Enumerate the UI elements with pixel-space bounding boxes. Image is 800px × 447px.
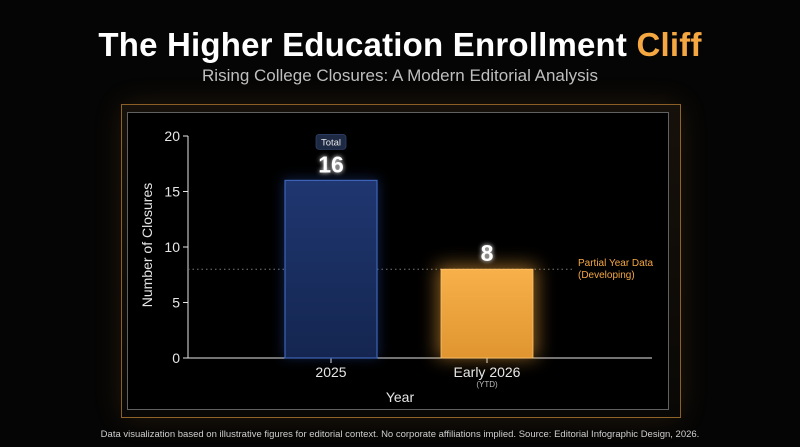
bar-2025 — [284, 179, 378, 359]
page-subtitle: Rising College Closures: A Modern Editor… — [202, 66, 598, 85]
x-tick-sublabel: (YTD) — [476, 380, 498, 389]
x-axis-title: Year — [386, 389, 415, 405]
page-title: The Higher Education Enrollment Cliff — [0, 26, 800, 64]
bar-early-2026 — [440, 268, 534, 359]
x-tick-label: 2025 — [315, 364, 346, 380]
chart-frame-inner — [127, 112, 669, 410]
data-label-early-2026: 8 — [481, 240, 494, 266]
labels-layer: Partial Year Data(Developing) 2025 16 Total… — [315, 133, 653, 389]
reference-label-line2: (Developing) — [578, 270, 635, 281]
total-badge — [315, 133, 347, 150]
bars-layer — [284, 179, 534, 359]
title-main: The Higher Education Enrollment — [98, 26, 628, 63]
x-tick-label: Early 2026 — [454, 364, 521, 380]
y-tick-label: 20 — [164, 128, 180, 144]
title-accent: Cliff — [636, 26, 702, 63]
data-label-2025: 16 — [318, 151, 344, 177]
y-tick-label: 0 — [172, 350, 180, 366]
reference-label-line1: Partial Year Data — [578, 258, 653, 269]
total-badge-label: Total — [321, 137, 341, 148]
y-tick-label: 5 — [172, 295, 180, 311]
y-axis-title: Number of Closures — [139, 183, 155, 308]
footnote: Data visualization based on illustrative… — [100, 429, 700, 440]
axes-layer: 0 5 10 15 20 Year Number of Closures — [139, 128, 652, 405]
y-tick-label: 15 — [164, 184, 180, 200]
y-tick-label: 10 — [164, 239, 180, 255]
